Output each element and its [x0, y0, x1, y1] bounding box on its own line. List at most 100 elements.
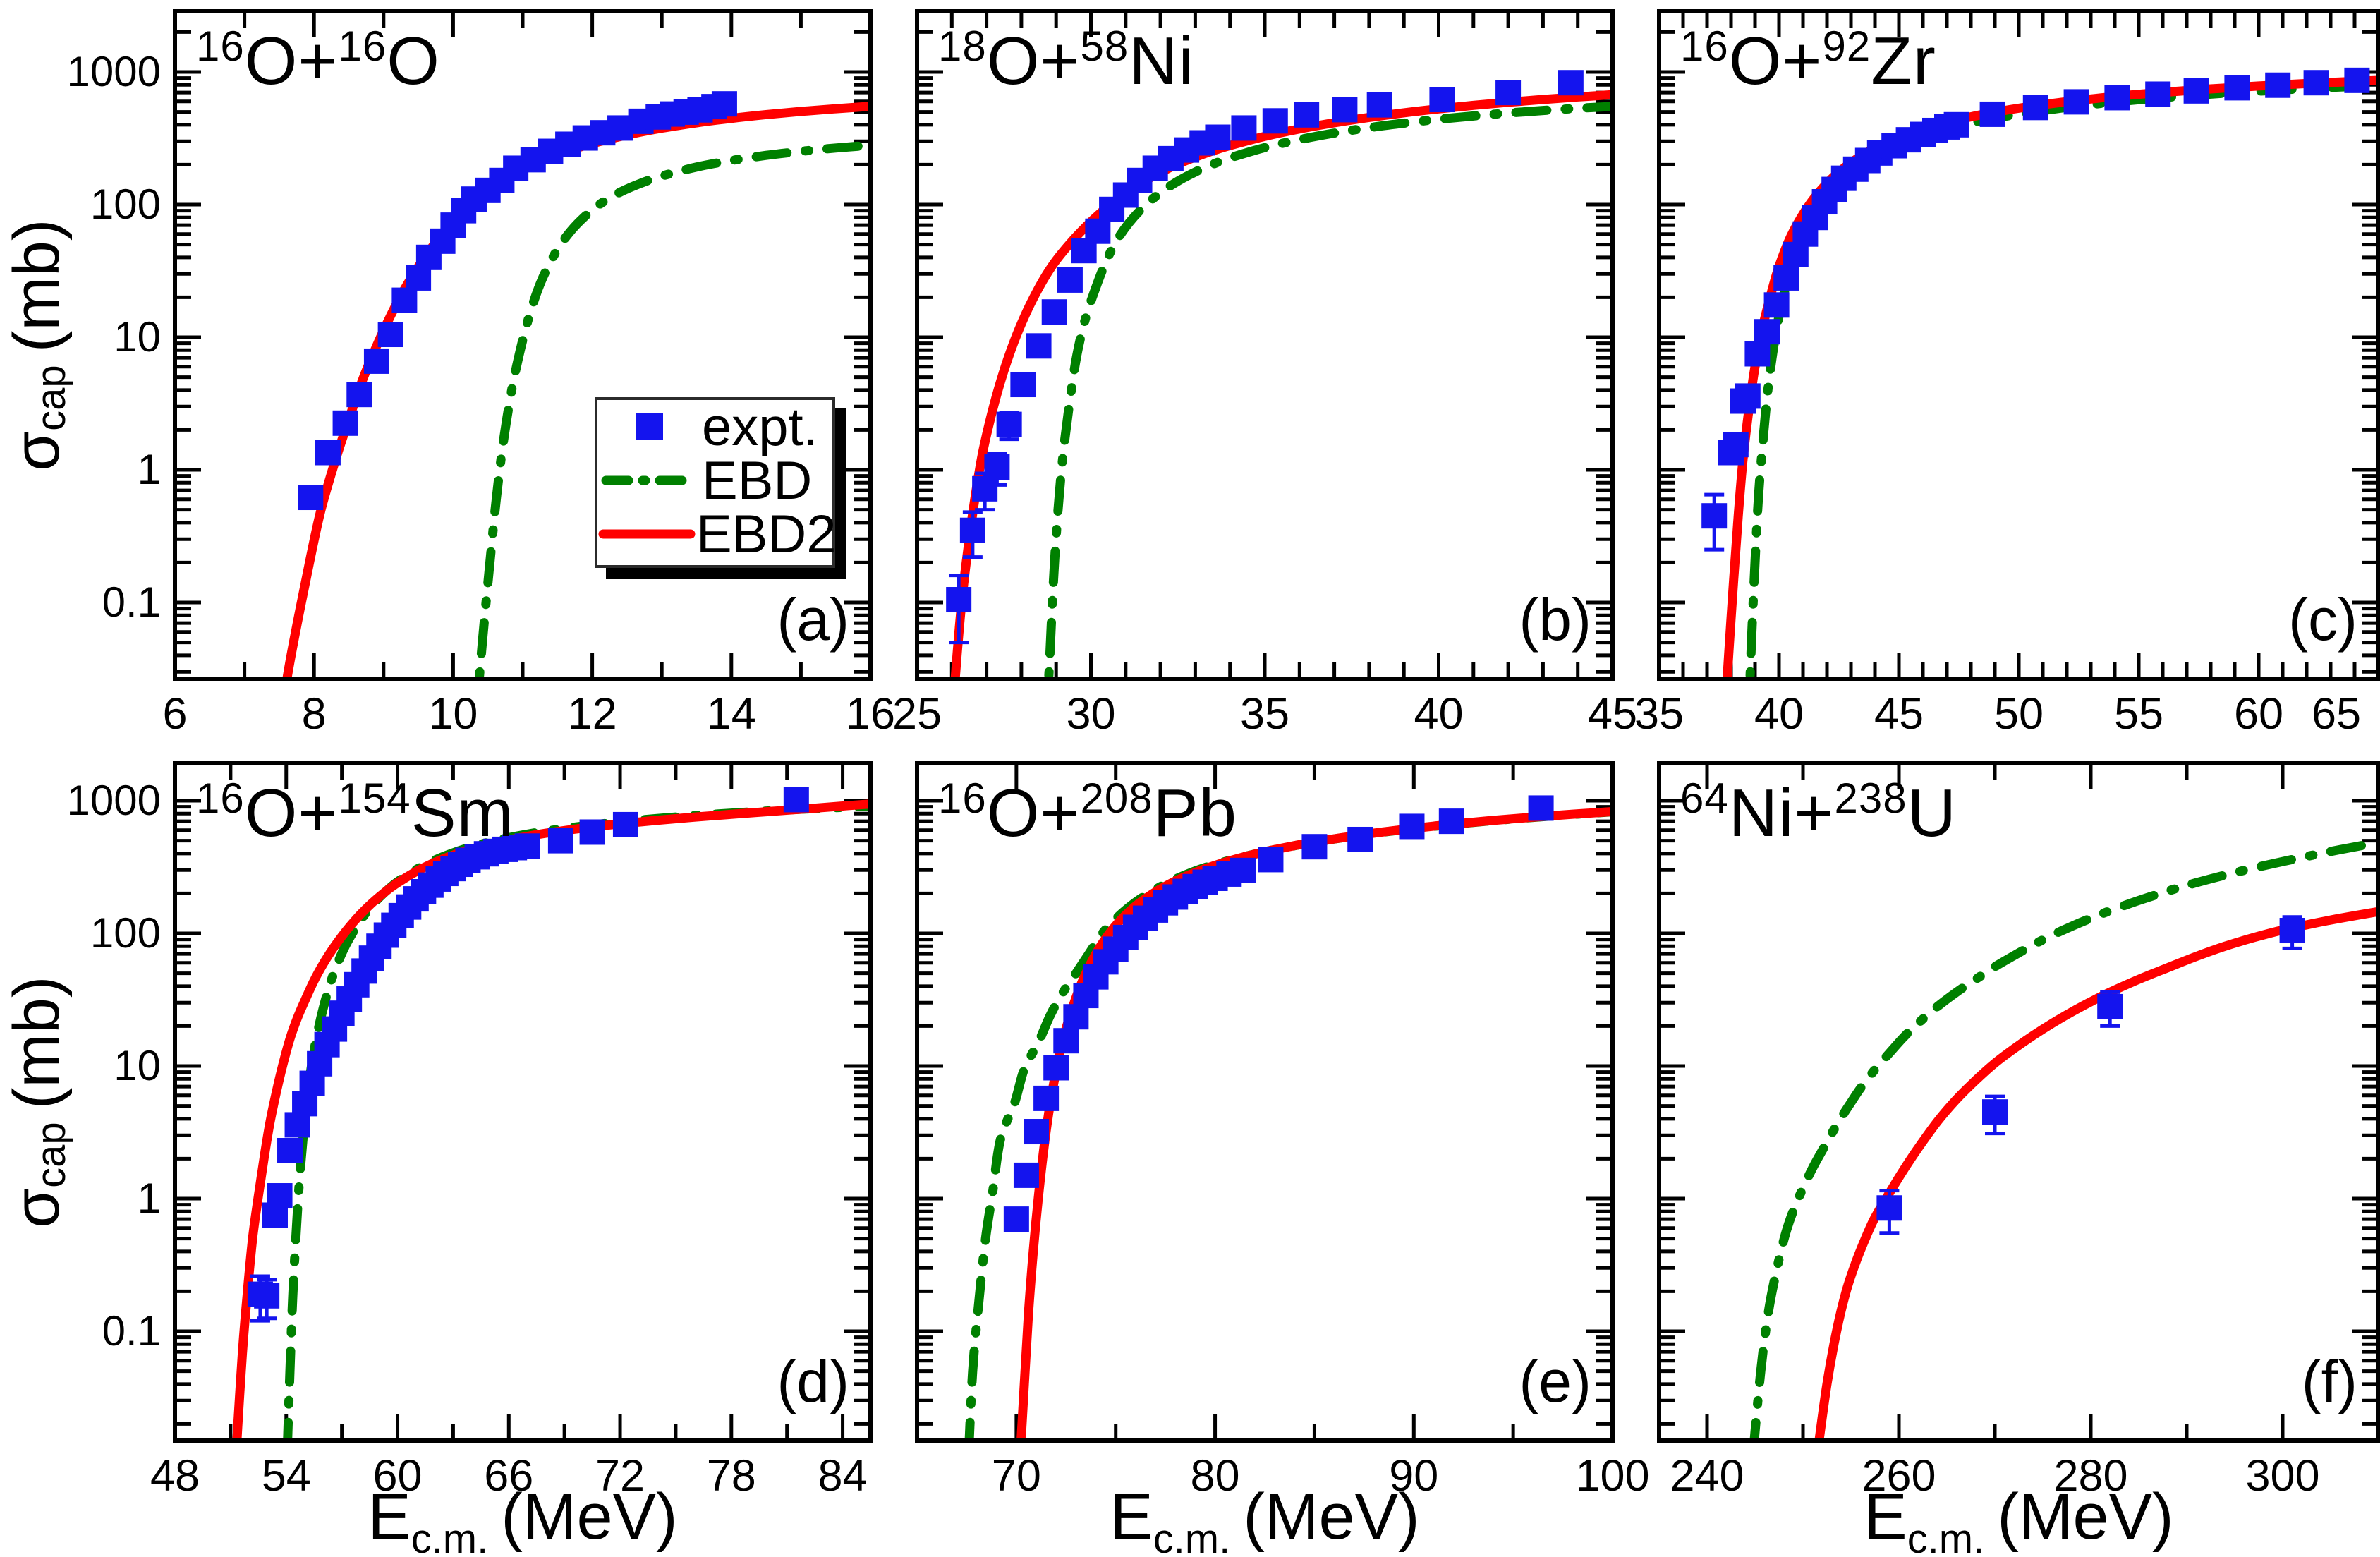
panel-d-expt-point: [547, 828, 573, 854]
panel-b-expt-point: [946, 587, 972, 613]
panel-c-expt-point: [2022, 95, 2048, 121]
panel-b-expt-point: [1231, 115, 1257, 141]
panel-a-expt-point: [298, 485, 324, 511]
x-axis-subscript: c.m.: [411, 1516, 489, 1557]
legend-item-ebd: EBD: [597, 451, 832, 511]
panel-e-ebd2-curve: [1016, 807, 1610, 1438]
x-axis-unit: (MeV): [1243, 1481, 1420, 1553]
panel-e-expt-point: [1258, 847, 1284, 873]
panel-b-expt-point: [1057, 267, 1083, 293]
panel-c-expt-point: [1723, 432, 1749, 458]
x-axis-unit: (MeV): [1997, 1481, 2174, 1553]
panel-b-expt-point: [1085, 218, 1111, 244]
panel-d-expt-point: [277, 1137, 303, 1163]
panel-e-ebd-curve: [964, 807, 1610, 1438]
panel-c-expt-point: [2104, 85, 2130, 111]
panel-e-expt-point: [1301, 834, 1328, 860]
panel-c-expt-point: [1943, 111, 1969, 138]
panel-b-expt-point: [1010, 372, 1036, 398]
legend-label-expt: expt.: [702, 396, 818, 457]
panel-b-expt-point: [1366, 92, 1392, 118]
x-axis-subscript: c.m.: [1907, 1516, 1985, 1557]
panel-a-expt-point: [377, 322, 403, 348]
panel-b-expt-point: [1429, 87, 1455, 113]
legend-label-ebd2: EBD2: [696, 504, 837, 564]
panel-f-expt-point: [2279, 918, 2305, 944]
panel-e-expt-point: [1063, 1004, 1089, 1030]
panel-b-expt-point: [984, 454, 1010, 480]
x-axis-label-col3: Ec.m. (MeV): [1772, 1480, 2266, 1557]
panel-e: [915, 761, 1615, 1443]
panel-c-expt-point: [1744, 341, 1771, 367]
panel-c-expt-point: [2063, 89, 2089, 115]
panel-a-expt-point: [332, 410, 358, 436]
panel-b-expt-point: [1294, 102, 1320, 128]
x-axis-label-col2: Ec.m. (MeV): [1018, 1480, 1512, 1557]
panel-f-expt-point: [1982, 1099, 2008, 1125]
panel-b-expt-point: [1026, 333, 1052, 359]
panel-c-expt-point: [1735, 383, 1761, 409]
panel-c: [1657, 9, 2380, 681]
panel-a: [173, 9, 873, 681]
panel-b-expt-point: [972, 475, 998, 502]
panel-b-expt-point: [1205, 124, 1231, 150]
panel-c-expt-point: [1701, 503, 1728, 529]
legend: expt. EBD EBD2: [595, 397, 837, 568]
x-axis-symbol: E: [1864, 1481, 1907, 1553]
legend-label-ebd: EBD: [702, 450, 813, 511]
x-axis-symbol: E: [1110, 1481, 1153, 1553]
panel-a-expt-point: [363, 348, 389, 374]
panel-c-expt-point: [2224, 75, 2250, 101]
panel-f-expt-point: [1876, 1195, 1902, 1221]
panel-f-ebd-curve: [1749, 838, 2376, 1438]
panel-d-expt-point: [514, 833, 540, 859]
dash-dot-line-icon: [601, 475, 698, 485]
panel-e-expt-point: [1347, 826, 1373, 852]
panel-b-expt-point: [959, 517, 985, 543]
panel-b: [915, 9, 1615, 681]
legend-item-ebd2: EBD2: [597, 504, 837, 564]
panel-b-expt-point: [1041, 299, 1067, 325]
panel-b-expt-point: [996, 411, 1022, 437]
panel-e-expt-point: [1013, 1162, 1039, 1188]
panel-c-expt-point: [1763, 292, 1790, 318]
panel-d-expt-point: [267, 1183, 293, 1209]
panel-a-ebd-curve: [475, 140, 868, 677]
panel-d-ebd2-curve: [232, 799, 868, 1438]
ebd-line-swatch: [597, 472, 702, 489]
panel-b-expt-point: [1262, 108, 1288, 134]
panel-a-expt-point: [391, 287, 418, 313]
panel-d-expt-point: [284, 1112, 310, 1138]
blue-square-icon: [636, 413, 663, 440]
panel-c-expt-point: [2145, 81, 2171, 107]
panel-e-expt-point: [1438, 808, 1464, 835]
panel-b-expt-point: [1332, 97, 1358, 123]
panel-c-expt-point: [2303, 70, 2329, 96]
panel-d-expt-point: [612, 811, 638, 837]
panel-f-ebd2-curve: [1814, 907, 2376, 1438]
x-axis-label-col1: Ec.m. (MeV): [276, 1480, 770, 1557]
panel-c-expt-point: [2265, 72, 2291, 98]
x-axis-unit: (MeV): [501, 1481, 678, 1553]
ebd2-line-swatch: [597, 526, 696, 543]
panel-c-expt-point: [1754, 319, 1780, 345]
panel-e-expt-point: [1399, 813, 1425, 840]
panel-a-expt-point: [711, 91, 737, 117]
legend-item-expt: expt.: [597, 397, 832, 457]
panel-d-expt-point: [579, 819, 605, 845]
x-axis-symbol: E: [368, 1481, 411, 1553]
panel-e-expt-point: [1230, 857, 1256, 883]
expt-marker-swatch: [597, 413, 702, 440]
panel-c-expt-point: [1979, 101, 2005, 127]
x-axis-subscript: c.m.: [1153, 1516, 1231, 1557]
panel-d-expt-point: [254, 1283, 280, 1309]
panel-c-expt-point: [2183, 78, 2209, 104]
panel-e-expt-point: [1024, 1119, 1050, 1145]
panel-b-expt-point: [1495, 80, 1522, 106]
panel-e-expt-point: [1043, 1055, 1069, 1081]
panel-d: [173, 761, 873, 1443]
panel-b-ebd-curve: [1044, 102, 1610, 677]
panel-c-expt-point: [2344, 67, 2370, 93]
